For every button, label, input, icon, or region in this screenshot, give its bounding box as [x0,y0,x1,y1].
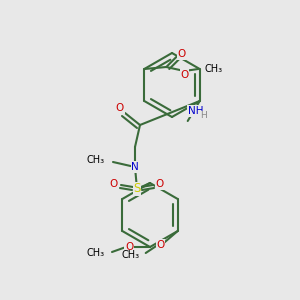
Text: O: O [110,179,118,189]
Text: CH₃: CH₃ [87,248,105,258]
Text: O: O [180,70,188,80]
Text: H: H [200,112,207,121]
Text: CH₃: CH₃ [87,155,105,165]
Text: O: O [156,179,164,189]
Text: O: O [177,49,185,59]
Text: S: S [133,182,141,196]
Text: NH: NH [188,106,203,116]
Text: O: O [116,103,124,113]
Text: CH₃: CH₃ [204,64,222,74]
Text: O: O [157,240,165,250]
Text: O: O [125,242,133,252]
Text: N: N [131,162,139,172]
Text: CH₃: CH₃ [122,250,140,260]
